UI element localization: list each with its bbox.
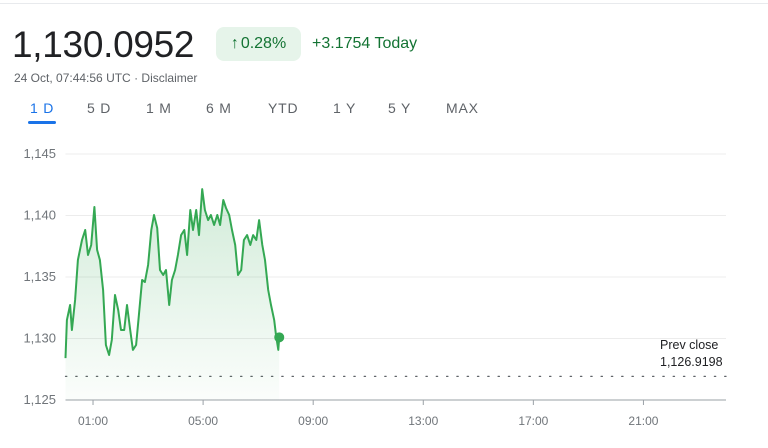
tab-1y[interactable]: 1 Y bbox=[333, 100, 357, 116]
arrow-up-icon: ↑ bbox=[230, 35, 239, 52]
tab-1m[interactable]: 1 M bbox=[146, 100, 172, 116]
disclaimer-link[interactable]: Disclaimer bbox=[141, 71, 198, 85]
area-fill bbox=[65, 189, 280, 400]
y-tick-label: 1,125 bbox=[23, 392, 56, 407]
x-tick-label: 01:00 bbox=[78, 414, 108, 428]
x-tick-label: 17:00 bbox=[518, 414, 548, 428]
change-percent-badge: ↑ 0.28% bbox=[216, 27, 301, 61]
x-tick-label: 13:00 bbox=[408, 414, 438, 428]
y-tick-label: 1,130 bbox=[23, 331, 56, 346]
separator: · bbox=[134, 71, 139, 85]
tab-1d[interactable]: 1 D bbox=[27, 100, 57, 124]
y-tick-label: 1,145 bbox=[23, 146, 56, 161]
x-tick-label: 05:00 bbox=[188, 414, 218, 428]
tab-6m[interactable]: 6 M bbox=[206, 100, 232, 116]
change-percent: 0.28% bbox=[240, 35, 287, 52]
top-divider bbox=[0, 3, 768, 4]
timestamp: 24 Oct, 07:44:56 UTC bbox=[14, 71, 131, 85]
x-tick-label: 09:00 bbox=[298, 414, 328, 428]
tab-5d[interactable]: 5 D bbox=[87, 100, 112, 116]
change-today: +3.1754 Today bbox=[312, 35, 418, 52]
x-tick-label: 21:00 bbox=[628, 414, 658, 428]
prev-close-value: 1,126.9198 bbox=[660, 355, 723, 369]
y-tick-label: 1,140 bbox=[23, 208, 56, 223]
range-tabs: 1 D 5 D 1 M 6 M YTD 1 Y 5 Y MAX bbox=[0, 100, 768, 126]
prev-close-label: Prev close bbox=[660, 338, 719, 352]
tab-ytd[interactable]: YTD bbox=[268, 100, 299, 116]
current-price: 1,130.0952 bbox=[12, 24, 195, 65]
tab-max[interactable]: MAX bbox=[446, 100, 479, 116]
tab-5y[interactable]: 5 Y bbox=[388, 100, 412, 116]
current-point-marker bbox=[274, 332, 285, 343]
price-line bbox=[64, 188, 281, 359]
timestamp-line: 24 Oct, 07:44:56 UTC · Disclaimer bbox=[14, 71, 197, 85]
y-tick-label: 1,135 bbox=[23, 269, 56, 284]
